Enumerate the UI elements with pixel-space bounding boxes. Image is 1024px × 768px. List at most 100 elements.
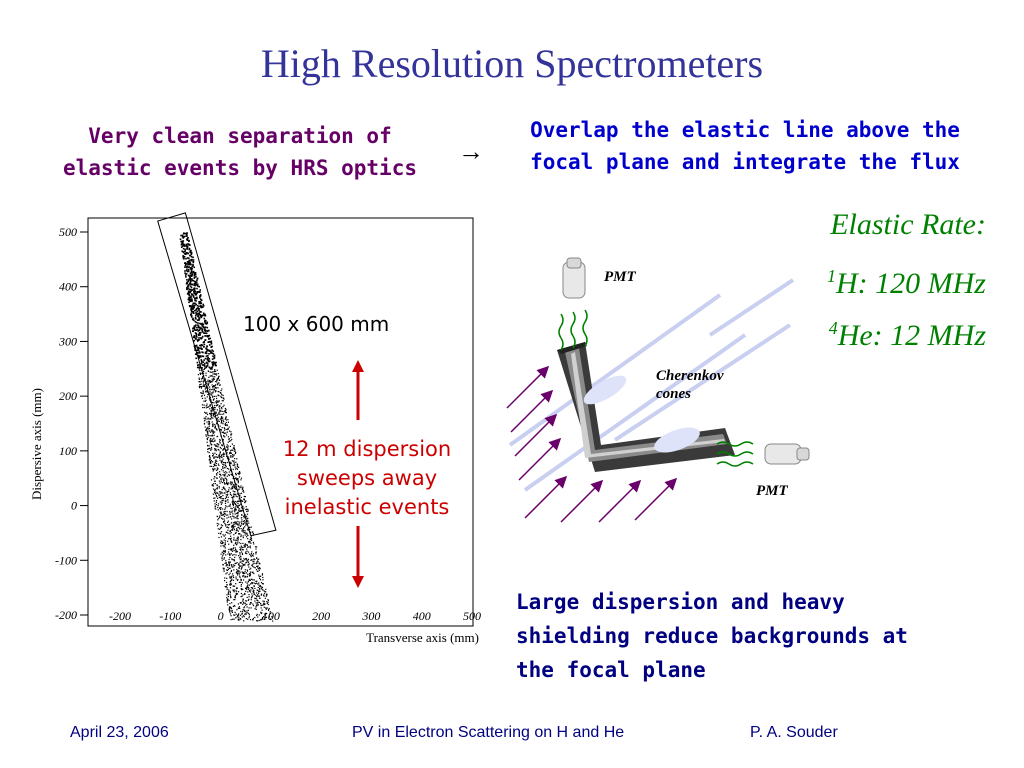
scatter-point [209, 379, 211, 382]
scatter-point [221, 456, 223, 459]
scatter-point [230, 537, 232, 539]
scatter-point [204, 400, 206, 402]
scatter-point [210, 479, 213, 481]
scatter-point [188, 293, 190, 296]
scatter-point [218, 454, 220, 456]
scatter-point [199, 295, 202, 297]
scatter-point [213, 357, 215, 360]
left-header-line-1: Very clean separation of [88, 124, 392, 148]
scatter-point [188, 299, 191, 302]
scatter-point [250, 542, 252, 544]
scatter-point [209, 367, 212, 370]
elastic-rate-helium: 4He: 12 MHz [690, 318, 986, 353]
scatter-point [224, 540, 227, 542]
scatter-point [222, 554, 224, 556]
scatter-point [190, 275, 193, 277]
scatter-point [210, 375, 212, 377]
scatter-point [213, 491, 216, 493]
scatter-point [229, 610, 231, 612]
scatter-point [244, 521, 246, 523]
scatter-point [210, 418, 212, 420]
scatter-point [193, 277, 196, 279]
scatter-point [256, 620, 258, 622]
scatter-point [256, 603, 258, 605]
scatter-point [260, 619, 262, 621]
scatter-point [238, 504, 241, 507]
scatter-point [215, 459, 217, 461]
scatter-point [228, 487, 230, 489]
y-tick-label: 0 [71, 499, 77, 513]
scatter-point [227, 514, 229, 516]
scatter-point [214, 376, 216, 378]
scatter-point [244, 532, 246, 534]
scatter-point [267, 600, 269, 602]
scatter-point [240, 584, 242, 586]
scatter-point [238, 524, 240, 526]
scatter-point [232, 499, 234, 501]
scatter-point [238, 510, 240, 512]
scatter-point [235, 548, 237, 550]
scatter-point [221, 413, 223, 415]
scatter-point [235, 504, 237, 506]
scatter-point [258, 601, 261, 603]
scatter-point [233, 534, 235, 536]
scatter-point [219, 418, 221, 420]
scatter-point [257, 594, 259, 596]
scatter-point [264, 591, 266, 593]
scatter-point [242, 572, 244, 574]
scatter-point [224, 508, 226, 510]
scatter-point [242, 535, 244, 537]
scatter-point [221, 525, 224, 527]
scatter-point [204, 357, 207, 360]
scatter-point [225, 409, 227, 412]
scatter-point [224, 467, 226, 469]
scatter-point [205, 352, 208, 355]
scatter-point [216, 401, 218, 403]
scatter-point [251, 551, 253, 553]
scatter-point [223, 480, 225, 482]
scatter-point [259, 577, 261, 579]
scatter-point [256, 602, 259, 604]
scatter-point [190, 307, 192, 310]
scatter-point [261, 609, 263, 611]
scatter-point [203, 420, 206, 422]
scatter-point [229, 461, 231, 463]
scatter-point [201, 367, 203, 369]
scatter-point [220, 513, 222, 515]
scatter-point [239, 493, 241, 495]
scatter-point [208, 455, 210, 457]
scatter-point [205, 399, 207, 401]
scatter-point [234, 523, 236, 525]
scatter-point [216, 516, 219, 518]
scatter-point [247, 534, 249, 537]
scatter-point [204, 326, 207, 328]
scatter-point [190, 290, 192, 292]
scatter-point [225, 490, 227, 492]
scatter-point [225, 562, 227, 564]
scatter-point [259, 619, 262, 621]
scatter-point [249, 575, 251, 577]
scatter-point [201, 361, 203, 363]
scatter-point [252, 619, 254, 621]
scatter-point [226, 475, 228, 477]
scatter-point [247, 560, 249, 562]
scatter-point [245, 604, 247, 606]
scatter-point [227, 529, 229, 531]
scatter-point [238, 498, 240, 500]
scatter-point [236, 467, 238, 469]
scatter-point [230, 539, 232, 541]
scatter-point [203, 332, 205, 334]
scatter-point [222, 423, 224, 425]
scatter-point [193, 339, 196, 342]
scatter-point [257, 601, 259, 604]
scatter-point [186, 279, 188, 281]
scatter-point [241, 588, 243, 590]
scatter-point [211, 409, 213, 411]
scatter-point [230, 549, 232, 551]
scatter-points [179, 232, 274, 622]
scatter-point [223, 421, 225, 423]
scatter-point [189, 300, 192, 303]
scatter-point [248, 613, 250, 615]
scatter-point [243, 606, 246, 608]
scatter-point [217, 509, 219, 511]
